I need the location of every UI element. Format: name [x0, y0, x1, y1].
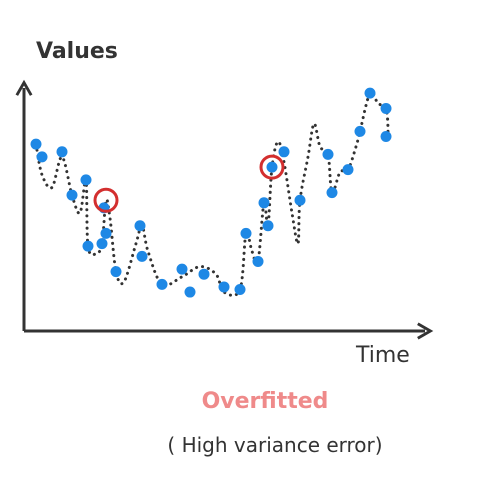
data-point: [100, 227, 112, 239]
data-point: [56, 146, 68, 158]
data-point: [136, 250, 148, 262]
axes: [15, 79, 434, 340]
x-axis-label: Time: [355, 343, 410, 368]
data-point: [96, 238, 108, 250]
data-points-layer: [30, 87, 392, 298]
data-point: [156, 278, 168, 290]
chart-title: Overfitted: [202, 389, 329, 414]
data-point: [364, 87, 376, 99]
data-point: [278, 146, 290, 158]
data-point: [262, 220, 274, 232]
data-point: [252, 255, 264, 267]
highlight-layer: [93, 154, 285, 213]
fitted-curve-layer: [34, 90, 390, 297]
highlight-ring: [93, 187, 119, 213]
data-point: [342, 164, 354, 176]
data-point: [176, 263, 188, 275]
data-point: [240, 227, 252, 239]
data-point: [36, 151, 48, 163]
chart-subtitle: ( High variance error): [167, 433, 382, 457]
data-point: [66, 189, 78, 201]
data-point: [134, 220, 146, 232]
data-point: [218, 281, 230, 293]
data-point: [258, 197, 270, 209]
data-point: [30, 138, 42, 150]
data-point: [266, 161, 278, 173]
data-point: [326, 187, 338, 199]
data-point: [198, 268, 210, 280]
data-point: [110, 266, 122, 278]
data-point: [184, 286, 196, 298]
data-point: [82, 240, 94, 252]
data-point: [380, 131, 392, 142]
data-point: [80, 174, 92, 186]
fitted-curve: [34, 90, 390, 297]
data-point: [294, 194, 306, 206]
data-point: [322, 148, 334, 160]
data-point: [354, 125, 366, 137]
y-axis-label: Values: [36, 39, 118, 64]
data-point: [380, 102, 392, 114]
data-point: [234, 284, 246, 295]
highlight-ring: [259, 154, 285, 180]
